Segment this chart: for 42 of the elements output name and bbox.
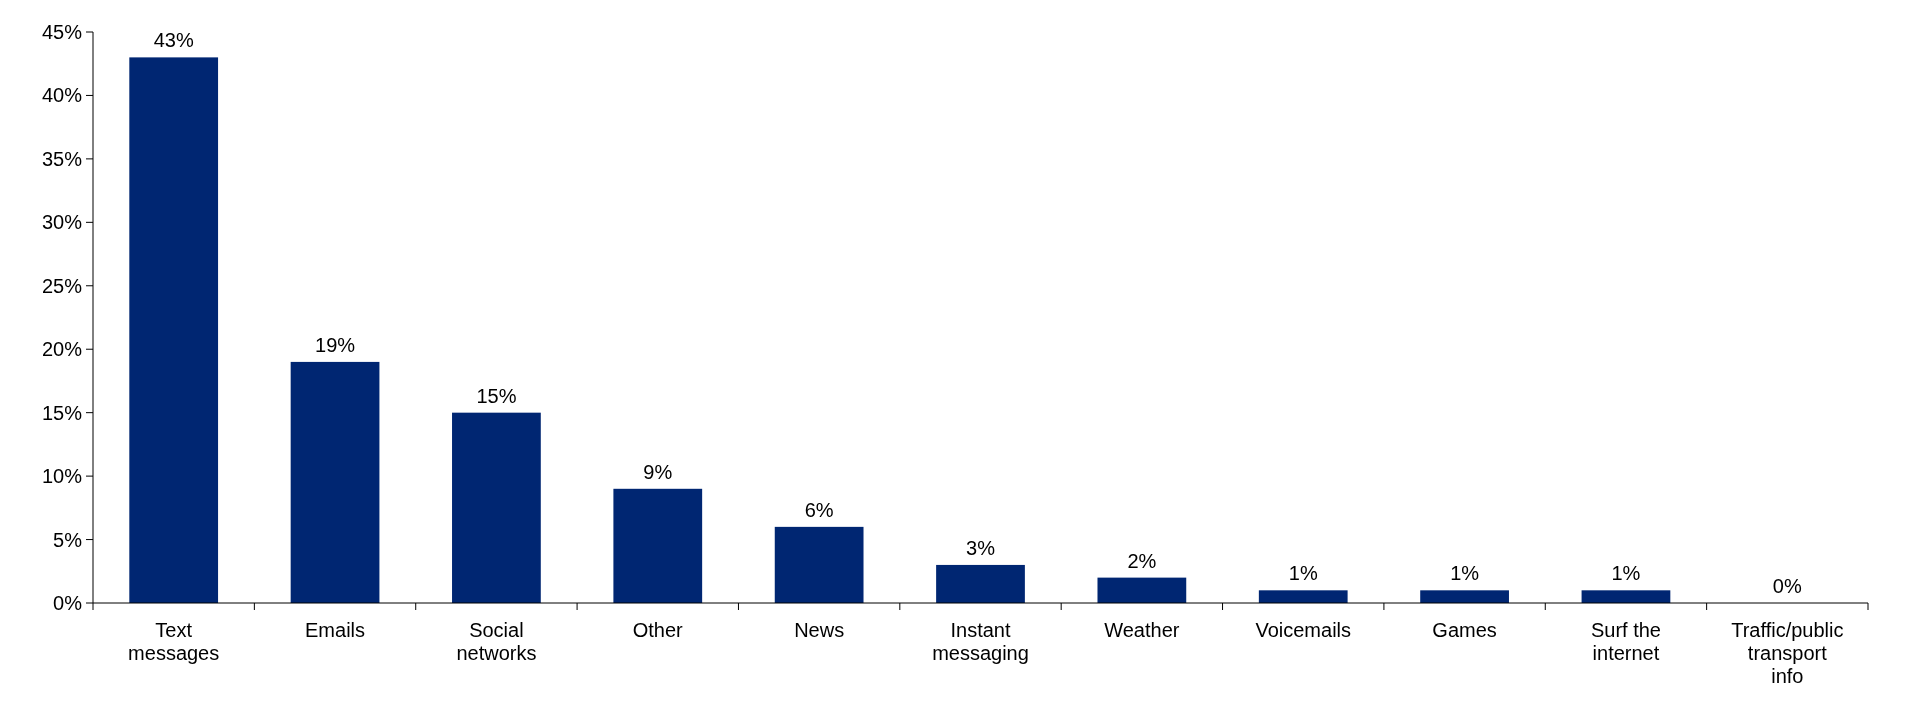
bar [936,564,1025,603]
bar [1097,577,1187,603]
x-tick-label: Social networks [456,619,537,664]
data-label: 0% [1772,575,1802,597]
bar [774,526,864,603]
data-label: 15% [476,384,517,407]
y-tick-label: 35% [41,147,83,170]
y-tick-label: 5% [53,528,83,551]
data-label: 3% [966,536,996,559]
bar [290,361,380,603]
bar [452,412,541,603]
bar [1258,590,1348,603]
x-tick-label: Voicemails [1255,619,1352,641]
y-tick-label: 40% [41,84,83,107]
x-tick-label: Text messages [128,619,220,664]
y-tick-label: 45% [41,21,83,43]
x-tick-label: Games [1432,619,1497,641]
data-label: 2% [1127,549,1157,572]
y-tick-label: 30% [41,211,83,234]
x-tick-label: Instant messaging [932,619,1029,664]
bar [613,488,703,603]
y-tick-label: 10% [41,465,83,488]
x-tick-label: Emails [305,619,366,641]
y-tick-label: 20% [41,338,83,361]
data-label: 1% [1450,562,1480,585]
data-label: 19% [315,333,356,356]
x-tick-label: Surf the internet [1590,619,1661,664]
bar [129,57,219,603]
data-label: 6% [804,498,834,521]
x-tick-label: Weather [1104,619,1180,641]
x-tick-label: News [794,619,845,641]
y-tick-label: 0% [53,592,83,614]
bar [1581,590,1671,603]
data-label: 1% [1611,562,1641,585]
data-label: 1% [1288,562,1318,585]
y-tick-label: 15% [41,401,83,424]
x-tick-label: Traffic/public transport info [1731,619,1844,687]
data-label: 9% [643,460,673,483]
x-tick-label: Other [632,619,684,641]
data-label: 43% [153,29,194,52]
bar [1420,590,1509,603]
y-tick-label: 25% [41,274,83,297]
